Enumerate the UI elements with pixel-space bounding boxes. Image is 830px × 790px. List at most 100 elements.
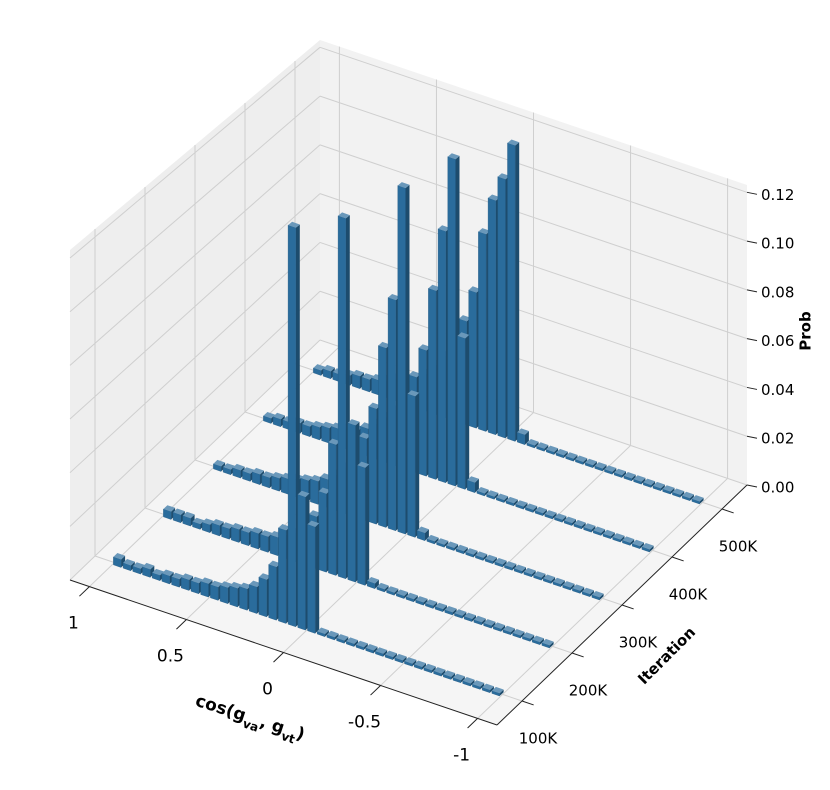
bar-top — [211, 519, 224, 526]
bar-top — [268, 560, 281, 567]
bar-side — [639, 542, 644, 549]
bar-top — [465, 548, 478, 555]
z-tick-label: 0.04 — [761, 381, 794, 399]
z-tick-label: 0.02 — [761, 430, 794, 448]
bar-top — [221, 522, 234, 529]
bar-side — [474, 478, 479, 493]
grid-line — [319, 46, 748, 193]
bar-side — [530, 635, 535, 642]
bar-top — [526, 439, 539, 446]
bar — [384, 650, 397, 660]
y-tick — [721, 508, 734, 514]
bar-top — [376, 582, 389, 590]
bar-front — [250, 530, 259, 550]
bar-top — [181, 573, 194, 580]
x-tick — [370, 685, 381, 696]
bar — [591, 591, 604, 601]
bar — [317, 627, 329, 637]
bar-top — [633, 475, 646, 482]
bar-top — [326, 630, 339, 638]
bar-side — [499, 689, 504, 696]
bar-top — [444, 606, 457, 613]
bar-side — [492, 557, 497, 564]
bar-side — [589, 590, 594, 597]
bar-side — [660, 484, 665, 491]
bar-top — [672, 488, 685, 495]
bar-top — [358, 432, 371, 439]
bar-top — [288, 221, 300, 228]
bar-top — [514, 564, 526, 572]
bar-side — [544, 445, 549, 452]
bar-top — [575, 455, 588, 462]
bar-front — [507, 142, 516, 442]
bar-side — [452, 608, 457, 615]
bar — [532, 635, 544, 645]
bar — [602, 529, 615, 540]
z-tick-label: 0.08 — [761, 283, 794, 301]
bar-top — [453, 673, 465, 681]
bar-front — [200, 580, 209, 598]
bar-front — [269, 534, 279, 556]
y-tick-label: 500K — [719, 538, 759, 556]
bar-side — [534, 441, 539, 448]
bar-top — [347, 419, 360, 426]
bar-top — [433, 667, 446, 674]
bar-top — [328, 438, 341, 445]
x-label-sub: va — [241, 716, 260, 734]
bar — [517, 428, 529, 445]
bar — [552, 577, 565, 588]
bar-side — [583, 458, 588, 465]
bar-front — [310, 478, 319, 505]
bar-side — [641, 477, 646, 485]
bar-top — [425, 599, 438, 606]
bar-front — [447, 156, 456, 487]
bar-side — [551, 577, 556, 584]
bar-side — [580, 587, 585, 594]
bar-top — [356, 640, 368, 648]
bar — [447, 153, 460, 487]
bar-top — [572, 584, 585, 591]
bar-top — [261, 471, 274, 478]
bar-side — [581, 522, 586, 529]
bar-front — [287, 224, 296, 628]
bar — [536, 442, 549, 452]
bar-side — [483, 554, 488, 561]
bar-top — [525, 503, 538, 510]
bar-top — [210, 580, 223, 588]
bar-side — [520, 631, 525, 639]
bar — [523, 567, 536, 578]
bar — [573, 519, 586, 530]
bar-top — [338, 212, 350, 219]
bar-side — [563, 451, 568, 458]
bar — [376, 582, 389, 593]
bar-top — [258, 573, 271, 580]
bar-side — [554, 448, 559, 455]
bar — [584, 458, 597, 468]
bar — [582, 587, 594, 597]
bar-front — [248, 584, 258, 614]
bar — [346, 637, 359, 647]
z-tick — [746, 240, 758, 244]
bar-side — [354, 640, 359, 647]
bar-side — [531, 570, 536, 577]
bar-top — [473, 615, 486, 623]
bar-side — [592, 461, 597, 468]
x-tick — [176, 619, 187, 630]
bar-top — [533, 571, 546, 578]
bar — [443, 670, 456, 680]
bar — [132, 562, 145, 575]
bar-top — [171, 572, 184, 580]
bar — [467, 476, 479, 493]
bar-top — [321, 421, 334, 429]
bar-side — [394, 588, 399, 596]
bar-top — [310, 474, 323, 482]
bar-side — [442, 605, 447, 612]
bar-side — [374, 579, 379, 589]
z-tick — [746, 435, 758, 439]
bar-top — [406, 592, 418, 600]
bar — [336, 634, 349, 644]
grid-line — [69, 46, 321, 259]
bar-front — [378, 345, 387, 528]
bar-top — [497, 173, 510, 180]
x-label-part: cos(g — [193, 691, 248, 726]
